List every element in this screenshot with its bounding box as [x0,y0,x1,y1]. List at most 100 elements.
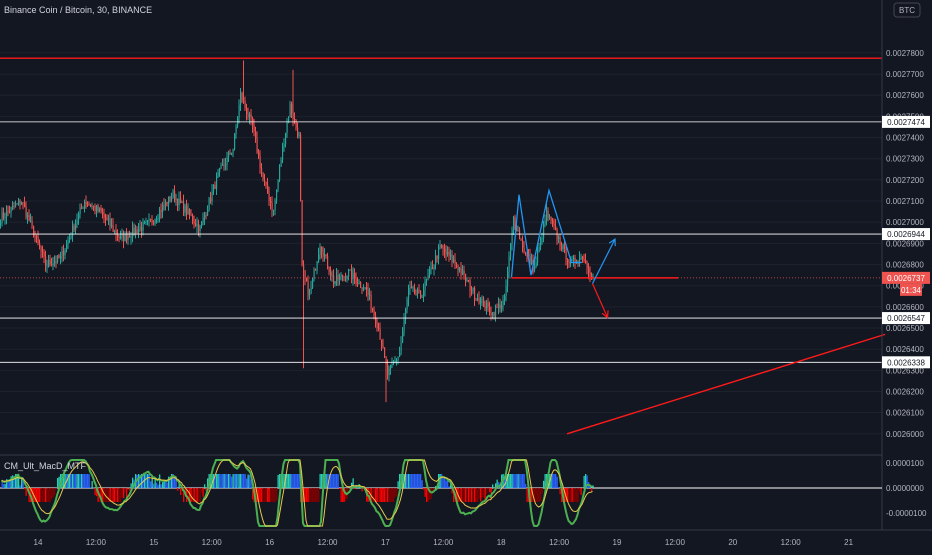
candlestick-series[interactable] [0,60,594,403]
macd-histogram-bar [513,474,515,488]
candle-body [85,201,87,205]
macd-histogram-bar [402,474,404,488]
trend-line[interactable] [566,333,886,435]
candle-body [154,219,156,224]
candle-body [318,254,320,262]
projection-arrow-down[interactable] [591,283,609,318]
candle-body [301,200,303,265]
candle-body [328,267,330,273]
macd-histogram-bar [273,488,275,502]
macd-histogram-bar [42,488,44,502]
macd-histogram-bar [234,474,236,488]
candle-body [375,315,377,324]
candle-body [322,251,324,257]
macd-histogram-bar [141,474,143,488]
candle-body [295,120,297,128]
macd-histogram-bar [316,488,318,502]
macd-histogram-bar [102,488,104,502]
candle-body [474,287,476,299]
candle-body [315,269,317,271]
macd-histogram-bar [204,484,206,488]
macd-histogram-bar [10,476,12,488]
macd-histogram-bar [157,484,159,488]
candle-body [306,278,308,281]
macd-histogram-bar [424,488,426,497]
time-tick-label: 12:00 [86,538,107,547]
macd-histogram-bar [85,474,87,488]
candle-body [382,346,384,348]
macd-histogram-bar [115,488,117,502]
macd-tick-label: 0.0000000 [886,484,924,493]
candle-body [441,244,443,248]
candle-body [568,262,570,264]
candle-body [163,205,165,207]
macd-histogram-bar [31,488,33,502]
candle-body [531,259,533,264]
candle-body [576,263,578,264]
candle-body [445,251,447,255]
candle-body [136,229,138,234]
candle-body [559,237,561,246]
candle-body [102,212,104,215]
candle-body [372,308,374,310]
macd-histogram-bar [162,482,164,488]
price-scale[interactable]: 0.00278000.00277000.00276000.00275000.00… [886,49,924,439]
candle-body [420,290,422,298]
candle-body [264,179,266,182]
macd-tick-label: -0.0000100 [886,509,927,518]
macd-scale[interactable]: 0.0000100 0.0000000 -0.0000100 [886,459,927,518]
macd-histogram-bar [207,478,209,488]
candle-body [36,236,38,238]
macd-histogram-bar [349,487,351,489]
candle-body [498,304,500,308]
price-tick-label: 0.0026800 [886,261,924,270]
candle-body [279,166,281,180]
macd-pane[interactable] [0,459,882,527]
pattern-path[interactable] [510,187,583,278]
macd-histogram-bar [531,488,533,502]
candle-body [496,307,498,308]
candle-body [48,260,50,266]
macd-histogram-bar [247,474,249,488]
macd-histogram-bar [330,474,332,488]
candle-body [261,168,263,173]
macd-histogram-bar [274,488,276,502]
candle-body [393,362,395,364]
projection-arrow-up[interactable] [591,238,616,284]
macd-histogram-bar [519,474,521,488]
macd-histogram-bar [132,477,134,488]
macd-histogram-bar [214,474,216,488]
candle-body [270,201,272,204]
candle-body [390,364,392,369]
candle-body [73,225,75,231]
macd-histogram-bar [228,474,230,488]
candle-body [478,298,480,304]
candle-body [109,219,111,227]
candle-body [453,259,455,263]
time-axis[interactable]: 14 12:00 15 12:00 16 12:00 17 12:00 18 12:00 19 12:… [34,538,854,547]
candle-body [505,286,507,297]
candle-body [444,248,446,252]
macd-histogram-bar [58,476,60,488]
macd-histogram-bar [478,488,480,500]
macd-histogram-bar [471,488,473,502]
candle-body [469,280,471,291]
macd-histogram-bar [39,488,41,502]
drawing-layer[interactable] [0,57,886,435]
candle-body [3,212,5,218]
macd-histogram-bar [327,474,329,488]
candle-body [418,290,420,292]
macd-histogram-bar [267,488,269,502]
candle-body [123,234,125,242]
candle-body [150,219,152,220]
macd-histogram-bar [93,487,95,489]
candle-body [426,279,428,282]
candle-body [184,205,186,213]
candle-body [22,202,24,204]
macd-histogram-bar [565,488,567,502]
macd-histogram-bar [156,482,158,488]
candle-body [430,267,432,270]
currency-badge[interactable]: BTC [893,2,921,18]
macd-histogram-bar [381,488,383,502]
